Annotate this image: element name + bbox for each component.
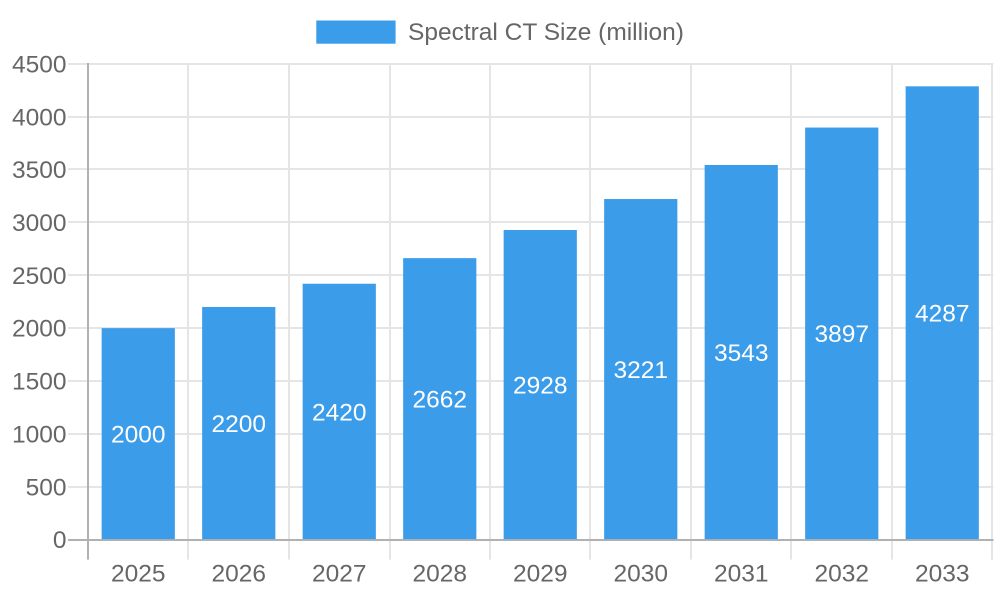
svg-text:3500: 3500 <box>12 157 67 184</box>
svg-text:2500: 2500 <box>12 263 67 290</box>
svg-text:2000: 2000 <box>12 316 67 343</box>
svg-text:2030: 2030 <box>613 561 668 588</box>
svg-text:3000: 3000 <box>12 210 67 237</box>
svg-text:4500: 4500 <box>12 51 67 78</box>
svg-text:4287: 4287 <box>915 301 970 328</box>
svg-text:4000: 4000 <box>12 104 67 131</box>
svg-text:2027: 2027 <box>312 561 367 588</box>
svg-text:2026: 2026 <box>211 561 266 588</box>
svg-text:2029: 2029 <box>513 561 568 588</box>
svg-text:2420: 2420 <box>312 399 367 426</box>
svg-text:2032: 2032 <box>814 561 869 588</box>
svg-text:2200: 2200 <box>211 411 266 438</box>
svg-text:Spectral CT Size (million): Spectral CT Size (million) <box>408 19 684 46</box>
svg-text:2662: 2662 <box>412 386 467 413</box>
svg-text:3221: 3221 <box>613 357 668 384</box>
svg-text:2000: 2000 <box>111 421 166 448</box>
svg-text:3543: 3543 <box>714 340 769 367</box>
svg-text:2928: 2928 <box>513 372 568 399</box>
svg-text:500: 500 <box>26 474 67 501</box>
svg-text:1500: 1500 <box>12 369 67 396</box>
svg-text:2031: 2031 <box>714 561 769 588</box>
svg-text:2025: 2025 <box>111 561 166 588</box>
svg-text:2028: 2028 <box>412 561 467 588</box>
svg-text:1000: 1000 <box>12 421 67 448</box>
svg-text:3897: 3897 <box>814 321 869 348</box>
svg-text:0: 0 <box>53 527 67 554</box>
svg-text:2033: 2033 <box>915 561 970 588</box>
